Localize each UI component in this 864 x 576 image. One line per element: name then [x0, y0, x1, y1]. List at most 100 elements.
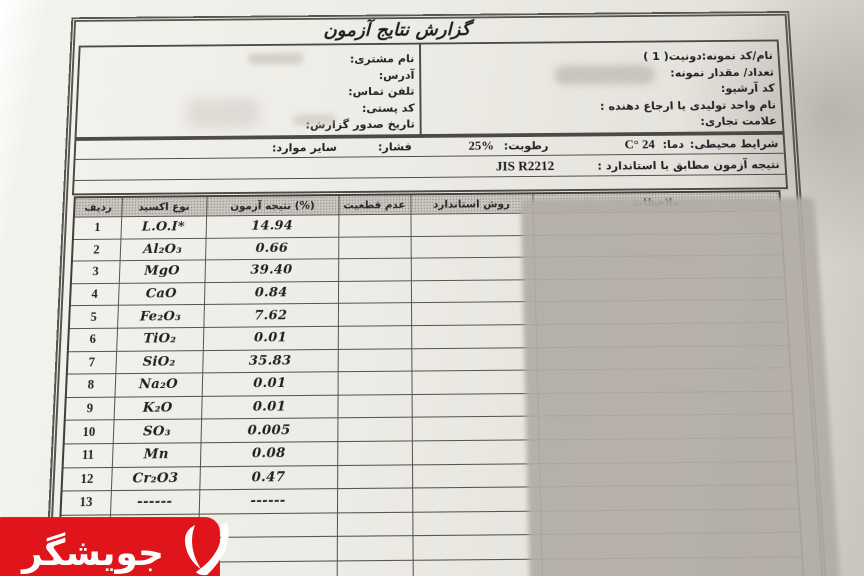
- cell-uncertainty: [336, 560, 413, 576]
- cell-result: 0.005: [200, 418, 338, 443]
- cell-uncertainty: [337, 394, 412, 419]
- cell-method: [410, 213, 534, 237]
- header-standard-method: روش استاندارد: [410, 193, 533, 215]
- customer-name-redaction-blur: [247, 52, 304, 65]
- cell-uncertainty: [337, 371, 412, 395]
- cell-oxide: Na₂O: [114, 373, 203, 397]
- notes-redaction-blur: [520, 197, 844, 576]
- cell-method: [412, 534, 542, 561]
- humidity-label: رطوبت:: [503, 138, 549, 152]
- temperature-label: دما:: [662, 137, 685, 151]
- cell-no: 11: [62, 443, 113, 468]
- cell-method: [411, 301, 536, 326]
- cell-result: 0.84: [203, 281, 339, 305]
- other-cases-label: سایر موارد:: [271, 140, 337, 154]
- cell-no: 10: [63, 420, 114, 444]
- cell-uncertainty: [338, 214, 411, 237]
- cell-result: ------: [198, 488, 338, 514]
- cell-method: [411, 370, 538, 395]
- cell-no: 1: [72, 216, 122, 240]
- faint-smudge: [185, 97, 260, 129]
- cell-oxide: Mn: [111, 442, 201, 468]
- sample-info-box: نام/کد نمونه:دونیت( 1 ) تعداد/ مقدار نمو…: [421, 41, 783, 136]
- cell-method: [410, 235, 534, 259]
- cell-uncertainty: [337, 464, 413, 489]
- cell-oxide: Fe₂O₃: [117, 304, 204, 329]
- cell-result: 35.83: [202, 348, 338, 374]
- sample-name-label: نام/کد نمونه:: [701, 48, 774, 63]
- cell-method: [411, 347, 537, 372]
- cell-uncertainty: [338, 258, 411, 282]
- cell-no: 13: [60, 490, 111, 516]
- cell-uncertainty: [337, 440, 413, 466]
- temperature-value: 24 °C: [624, 136, 655, 151]
- watermark-text: جویشگر: [22, 533, 164, 574]
- header-uncertainty: عدم قطعیت: [338, 194, 411, 215]
- pressure-label: فشار:: [377, 139, 412, 153]
- cell-uncertainty: [336, 511, 413, 537]
- cell-result: 7.62: [203, 303, 338, 328]
- cell-method: [412, 463, 540, 489]
- cell-result: 0.08: [199, 441, 338, 467]
- cell-no: 9: [64, 396, 115, 421]
- cell-oxide: K₂O: [113, 396, 202, 421]
- cell-method: [410, 279, 536, 304]
- cell-result: 39.40: [204, 258, 339, 283]
- cell-no: 5: [68, 305, 118, 329]
- cell-no: 3: [70, 260, 120, 284]
- feather-swoosh-icon: [180, 522, 238, 576]
- cell-result: 0.47: [199, 465, 338, 490]
- cell-oxide: Cr₂O3: [110, 466, 200, 491]
- cell-method: [411, 324, 537, 349]
- cell-uncertainty: [336, 488, 413, 513]
- cell-result: 14.94: [205, 214, 339, 238]
- cell-result: 0.66: [205, 236, 339, 261]
- cell-uncertainty: [337, 417, 412, 442]
- cell-method: [411, 416, 539, 441]
- cell-uncertainty: [337, 303, 412, 327]
- header-oxide-type: نوع اکسید: [121, 196, 207, 217]
- cell-no: 7: [66, 350, 117, 375]
- cell-method: [410, 257, 535, 281]
- cell-no: 4: [69, 283, 119, 306]
- cell-result: 0.01: [201, 371, 338, 397]
- cell-no: 2: [71, 238, 121, 262]
- cell-uncertainty: [336, 535, 413, 561]
- archive-redaction-blur: [554, 64, 656, 86]
- cell-oxide: ------: [109, 489, 200, 515]
- cell-oxide: MgO: [118, 260, 206, 284]
- cell-oxide: SO₃: [112, 419, 202, 444]
- ambient-label: شرایط محیطی:: [689, 136, 779, 151]
- cell-result: 0.01: [201, 394, 338, 420]
- jooyeshgar-watermark: جویشگر: [0, 517, 229, 576]
- cell-uncertainty: [337, 280, 412, 304]
- humidity-value: 25%: [468, 137, 495, 153]
- sample-name-value: دونیت( 1 ): [642, 49, 703, 63]
- standard-label: نتیجه آزمون مطابق با استاندارد :: [597, 157, 781, 173]
- standard-value: JIS R2212: [495, 158, 555, 173]
- cell-oxide: L.O.I*: [120, 215, 207, 239]
- cell-method: [411, 439, 540, 465]
- cell-no: 12: [61, 467, 112, 492]
- date-redaction-blur: [293, 114, 336, 126]
- cell-no: 8: [65, 373, 116, 398]
- cell-uncertainty: [337, 325, 412, 349]
- header-info-row: نام مشتری: آدرس: تلفن تماس: کد پستی: تار…: [74, 39, 785, 141]
- cell-oxide: Al₂O₃: [119, 237, 206, 261]
- conditions-box: شرایط محیطی: دما: 24 °C رطوبت: 25% فشار:…: [71, 130, 789, 196]
- cell-result: 0.01: [202, 326, 338, 351]
- cell-uncertainty: [337, 348, 412, 372]
- cell-method: [412, 486, 541, 512]
- cell-method: [412, 559, 543, 576]
- cell-oxide: SiO₂: [115, 350, 203, 374]
- cell-uncertainty: [338, 236, 411, 259]
- trademark-label: علامت تجاری:: [700, 114, 778, 128]
- cell-method: [412, 510, 541, 536]
- header-test-result: نتیجه آزمون (%): [206, 194, 339, 216]
- report-form: گزارش نتایج آزمون نام مشتری: آدرس: تلفن …: [42, 11, 844, 576]
- cell-no: 6: [67, 328, 118, 352]
- cell-method: [411, 393, 538, 418]
- header-row-number: ردیف: [73, 196, 123, 218]
- cell-oxide: TiO₂: [116, 327, 204, 351]
